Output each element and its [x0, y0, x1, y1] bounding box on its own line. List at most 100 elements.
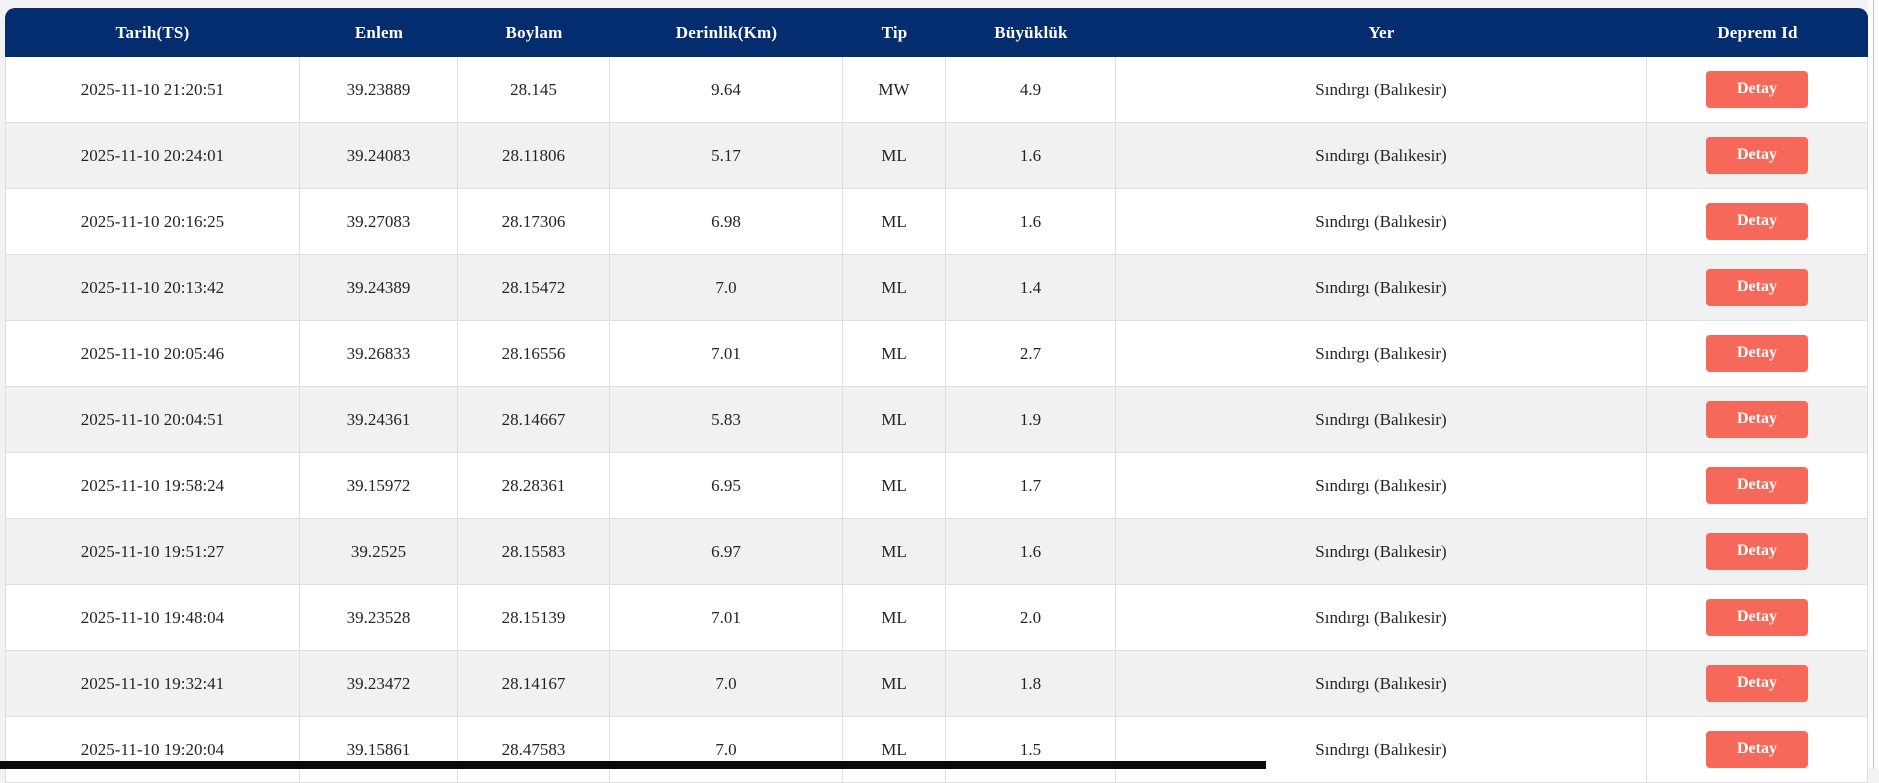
cell-yer: Sındırgı (Balıkesir): [1116, 519, 1647, 585]
cell-tip: ML: [843, 651, 946, 717]
cell-derinlik: 9.64: [610, 57, 843, 123]
cell-tip: ML: [843, 717, 946, 783]
cell-buyukluk: 1.7: [946, 453, 1116, 519]
column-header-tip: Tip: [843, 8, 946, 57]
cell-tip: ML: [843, 189, 946, 255]
table-row: 2025-11-10 20:24:01 39.24083 28.11806 5.17 M…: [5, 123, 1868, 189]
table-row: 2025-11-10 21:20:51 39.23889 28.145 9.64 MW 4…: [5, 57, 1868, 123]
cell-boylam: 28.11806: [458, 123, 610, 189]
cell-tip: ML: [843, 585, 946, 651]
cell-derinlik: 5.17: [610, 123, 843, 189]
cell-buyukluk: 1.9: [946, 387, 1116, 453]
table-row: 2025-11-10 19:48:04 39.23528 28.15139 7.01 M…: [5, 585, 1868, 651]
cell-tip: ML: [843, 123, 946, 189]
column-header-enlem: Enlem: [300, 8, 458, 57]
table-row: 2025-11-10 19:32:41 39.23472 28.14167 7.0 ML…: [5, 651, 1868, 717]
cell-enlem: 39.23889: [300, 57, 458, 123]
cell-derinlik: 6.95: [610, 453, 843, 519]
detay-button[interactable]: Detay: [1706, 665, 1808, 702]
cell-boylam: 28.15583: [458, 519, 610, 585]
cell-yer: Sındırgı (Balıkesir): [1116, 189, 1647, 255]
cell-enlem: 39.27083: [300, 189, 458, 255]
cell-deprem_id: Detay: [1647, 651, 1868, 717]
cell-deprem_id: Detay: [1647, 585, 1868, 651]
cell-derinlik: 6.98: [610, 189, 843, 255]
cell-tip: ML: [843, 519, 946, 585]
cell-deprem_id: Detay: [1647, 189, 1868, 255]
cell-yer: Sındırgı (Balıkesir): [1116, 717, 1647, 783]
cell-boylam: 28.47583: [458, 717, 610, 783]
cell-tarih: 2025-11-10 19:48:04: [5, 585, 300, 651]
column-header-deprem_id: Deprem Id: [1647, 8, 1868, 57]
detay-button[interactable]: Detay: [1706, 533, 1808, 570]
cell-yer: Sındırgı (Balıkesir): [1116, 453, 1647, 519]
cell-derinlik: 7.0: [610, 255, 843, 321]
cell-deprem_id: Detay: [1647, 519, 1868, 585]
cell-buyukluk: 2.7: [946, 321, 1116, 387]
cell-tarih: 2025-11-10 21:20:51: [5, 57, 300, 123]
cell-yer: Sındırgı (Balıkesir): [1116, 123, 1647, 189]
cell-yer: Sındırgı (Balıkesir): [1116, 387, 1647, 453]
detay-button[interactable]: Detay: [1706, 599, 1808, 636]
cell-buyukluk: 1.5: [946, 717, 1116, 783]
cell-tip: ML: [843, 255, 946, 321]
cell-yer: Sındırgı (Balıkesir): [1116, 585, 1647, 651]
cell-enlem: 39.23472: [300, 651, 458, 717]
cell-tarih: 2025-11-10 20:13:42: [5, 255, 300, 321]
cell-enlem: 39.2525: [300, 519, 458, 585]
cell-deprem_id: Detay: [1647, 321, 1868, 387]
column-header-buyukluk: Büyüklük: [946, 8, 1116, 57]
cell-boylam: 28.28361: [458, 453, 610, 519]
cell-tarih: 2025-11-10 20:05:46: [5, 321, 300, 387]
detay-button[interactable]: Detay: [1706, 335, 1808, 372]
cell-enlem: 39.15861: [300, 717, 458, 783]
detay-button[interactable]: Detay: [1706, 269, 1808, 306]
table-row: 2025-11-10 20:13:42 39.24389 28.15472 7.0 ML…: [5, 255, 1868, 321]
cell-buyukluk: 1.6: [946, 189, 1116, 255]
cell-tip: ML: [843, 321, 946, 387]
cell-enlem: 39.15972: [300, 453, 458, 519]
cell-tarih: 2025-11-10 19:20:04: [5, 717, 300, 783]
cell-derinlik: 7.01: [610, 585, 843, 651]
cell-derinlik: 7.0: [610, 717, 843, 783]
table-row: 2025-11-10 20:16:25 39.27083 28.17306 6.98 M…: [5, 189, 1868, 255]
cell-tarih: 2025-11-10 19:58:24: [5, 453, 300, 519]
table-row: 2025-11-10 19:51:27 39.2525 28.15583 6.97 ML…: [5, 519, 1868, 585]
cell-deprem_id: Detay: [1647, 255, 1868, 321]
cell-tip: ML: [843, 387, 946, 453]
cell-enlem: 39.24389: [300, 255, 458, 321]
cell-deprem_id: Detay: [1647, 123, 1868, 189]
detay-button[interactable]: Detay: [1706, 467, 1808, 504]
cell-buyukluk: 1.6: [946, 519, 1116, 585]
cell-boylam: 28.145: [458, 57, 610, 123]
detay-button[interactable]: Detay: [1706, 137, 1808, 174]
table-row: 2025-11-10 19:20:04 39.15861 28.47583 7.0 ML…: [5, 717, 1868, 783]
detay-button[interactable]: Detay: [1706, 731, 1808, 768]
cell-yer: Sındırgı (Balıkesir): [1116, 321, 1647, 387]
cell-yer: Sındırgı (Balıkesir): [1116, 651, 1647, 717]
cell-boylam: 28.16556: [458, 321, 610, 387]
cell-yer: Sındırgı (Balıkesir): [1116, 255, 1647, 321]
cell-tarih: 2025-11-10 20:16:25: [5, 189, 300, 255]
cell-deprem_id: Detay: [1647, 57, 1868, 123]
cell-enlem: 39.23528: [300, 585, 458, 651]
cell-tip: MW: [843, 57, 946, 123]
cell-boylam: 28.15472: [458, 255, 610, 321]
detay-button[interactable]: Detay: [1706, 401, 1808, 438]
earthquake-table: Tarih(TS) Enlem Boylam Derinlik(Km) Tip Büyük…: [5, 8, 1868, 783]
cell-tarih: 2025-11-10 19:51:27: [5, 519, 300, 585]
cell-tarih: 2025-11-10 20:04:51: [5, 387, 300, 453]
cell-derinlik: 6.97: [610, 519, 843, 585]
table-header-row: Tarih(TS) Enlem Boylam Derinlik(Km) Tip Büyük…: [5, 8, 1868, 57]
cell-deprem_id: Detay: [1647, 453, 1868, 519]
column-header-boylam: Boylam: [458, 8, 610, 57]
cell-boylam: 28.14667: [458, 387, 610, 453]
cell-buyukluk: 4.9: [946, 57, 1116, 123]
cell-boylam: 28.15139: [458, 585, 610, 651]
cell-enlem: 39.24361: [300, 387, 458, 453]
bottom-black-bar: [0, 761, 1266, 769]
cell-tip: ML: [843, 453, 946, 519]
detay-button[interactable]: Detay: [1706, 203, 1808, 240]
table-row: 2025-11-10 20:04:51 39.24361 28.14667 5.83 M…: [5, 387, 1868, 453]
detay-button[interactable]: Detay: [1706, 71, 1808, 108]
